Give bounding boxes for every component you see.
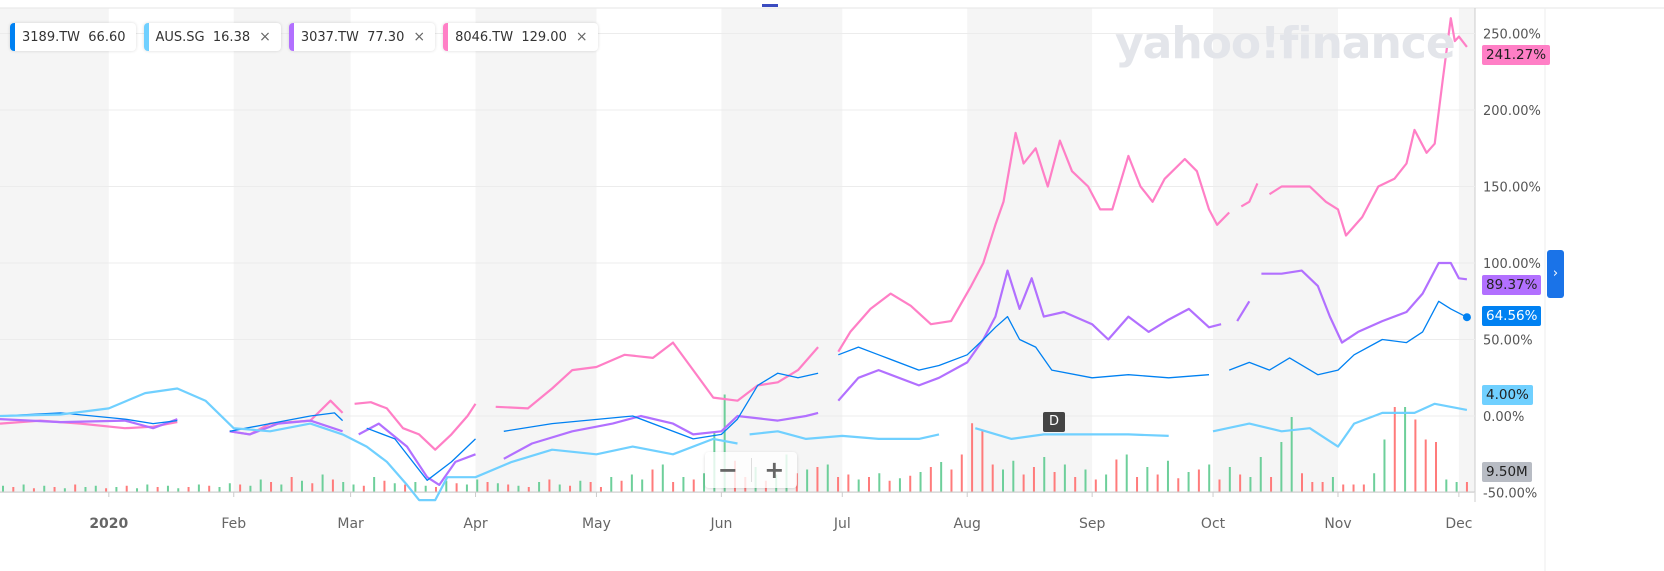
x-tick-label: Feb xyxy=(221,516,246,532)
drag-handle[interactable] xyxy=(762,4,778,7)
chevron-right-icon[interactable]: › xyxy=(1547,250,1564,298)
x-tick-label: Aug xyxy=(954,516,981,532)
month-band xyxy=(1458,8,1475,492)
month-band xyxy=(233,8,351,492)
color-swatch xyxy=(443,23,449,51)
y-tick-label: 150.00% xyxy=(1483,181,1541,196)
month-band xyxy=(967,8,1093,492)
y-tick-label: 250.00% xyxy=(1483,28,1541,43)
color-swatch xyxy=(288,23,294,51)
volume-tag: 9.50M xyxy=(1482,462,1532,482)
x-tick-label: Apr xyxy=(463,516,487,532)
x-tick-label: Nov xyxy=(1324,516,1351,532)
x-tick-label: Mar xyxy=(337,516,364,532)
x-tick-label: Dec xyxy=(1445,516,1472,532)
close-icon[interactable]: × xyxy=(259,29,271,45)
price: 16.38 xyxy=(212,29,251,45)
close-icon[interactable]: × xyxy=(413,29,426,45)
last-point-marker xyxy=(1462,313,1471,322)
series-line-AUS.SG xyxy=(0,387,1468,502)
x-tick-label: Jul xyxy=(833,516,851,532)
y-tick-label: -50.00% xyxy=(1483,487,1537,502)
legend: 3189.TW 66.60 AUS.SG 16.38 × 3037.TW 77.3… xyxy=(10,23,598,51)
symbol: 8046.TW xyxy=(455,29,514,45)
y-tick-label: 50.00% xyxy=(1483,334,1533,349)
month-band xyxy=(1213,8,1338,492)
color-swatch xyxy=(143,23,149,51)
zoom-out-button[interactable]: − xyxy=(717,456,738,484)
price: 129.00 xyxy=(521,29,567,45)
legend-chip-3037[interactable]: 3037.TW 77.30 × xyxy=(288,23,436,51)
divider xyxy=(750,458,752,482)
last-value-tag-3037: 89.37% xyxy=(1482,275,1542,295)
zoom-controls: − + xyxy=(705,452,797,488)
legend-chip-8046[interactable]: 8046.TW 129.00 × xyxy=(443,23,598,51)
color-swatch xyxy=(10,23,15,51)
price: 66.60 xyxy=(88,29,126,45)
last-value-tag-3189: 64.56% xyxy=(1482,306,1542,326)
y-tick-label: 200.00% xyxy=(1483,104,1541,119)
series-line-3189.TW xyxy=(0,300,1468,481)
dividend-marker[interactable]: D xyxy=(1043,412,1065,432)
last-value-tag-8046: 241.27% xyxy=(1482,45,1551,65)
yahoo-finance-watermark: yahoo!finance xyxy=(1115,18,1456,69)
symbol: 3037.TW xyxy=(300,29,359,45)
y-tick-label: 0.00% xyxy=(1483,410,1524,425)
x-tick-label: Jun xyxy=(709,516,732,532)
last-value-tag-aus: 4.00% xyxy=(1482,385,1533,405)
symbol: 3189.TW xyxy=(22,29,81,45)
price: 77.30 xyxy=(367,29,405,45)
legend-chip-3189[interactable]: 3189.TW 66.60 xyxy=(10,23,136,51)
y-tick-label: 100.00% xyxy=(1483,257,1541,272)
x-tick-label: May xyxy=(582,516,611,532)
x-tick-label: 2020 xyxy=(89,516,128,532)
close-icon[interactable]: × xyxy=(575,29,588,45)
x-tick-label: Sep xyxy=(1079,516,1106,532)
symbol: AUS.SG xyxy=(155,29,205,45)
month-band xyxy=(475,8,597,492)
series-line-3037.TW xyxy=(0,261,1468,486)
legend-chip-aus[interactable]: AUS.SG 16.38 × xyxy=(143,23,281,51)
x-tick-label: Oct xyxy=(1201,516,1226,532)
zoom-in-button[interactable]: + xyxy=(764,456,785,484)
